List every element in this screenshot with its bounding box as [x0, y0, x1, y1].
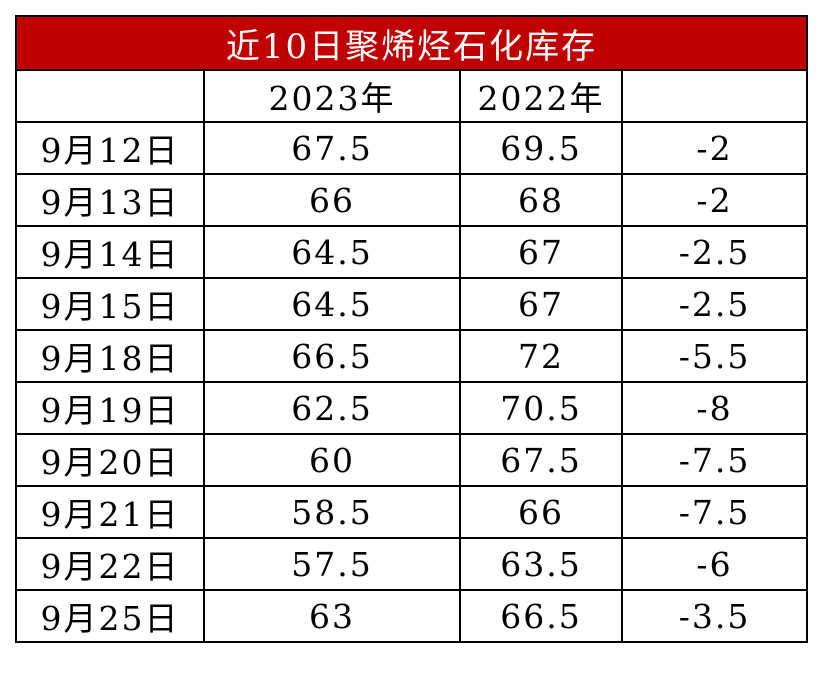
data-row: 9月20日 60 67.5 -7.5: [15, 433, 809, 487]
date-cell: 9月14日: [15, 225, 205, 279]
value-cell: 67: [459, 277, 623, 331]
data-row: 9月13日 66 68 -2: [15, 173, 809, 227]
date-cell: 9月12日: [15, 121, 205, 175]
value-cell: -5.5: [620, 329, 809, 383]
value-cell: -7.5: [620, 485, 809, 539]
value-cell: -7.5: [620, 433, 809, 487]
value-cell: 64.5: [203, 277, 461, 331]
header-row: 2023年 2022年: [15, 69, 809, 123]
value-cell: 64.5: [203, 225, 461, 279]
header-cell: 2022年: [459, 69, 623, 123]
value-cell: 67.5: [459, 433, 623, 487]
value-cell: 63: [203, 589, 461, 643]
value-cell: -8: [620, 381, 809, 435]
value-cell: 70.5: [459, 381, 623, 435]
date-cell: 9月18日: [15, 329, 205, 383]
date-cell: 9月22日: [15, 537, 205, 591]
value-cell: 66.5: [203, 329, 461, 383]
value-cell: -2: [620, 121, 809, 175]
value-cell: 60: [203, 433, 461, 487]
data-row: 9月14日 64.5 67 -2.5: [15, 225, 809, 279]
date-cell: 9月13日: [15, 173, 205, 227]
value-cell: 69.5: [459, 121, 623, 175]
date-cell: 9月15日: [15, 277, 205, 331]
value-cell: 67.5: [203, 121, 461, 175]
date-cell: 9月20日: [15, 433, 205, 487]
data-row: 9月15日 64.5 67 -2.5: [15, 277, 809, 331]
value-cell: -3.5: [620, 589, 809, 643]
data-row: 9月25日 63 66.5 -3.5: [15, 589, 809, 643]
value-cell: -2.5: [620, 225, 809, 279]
value-cell: 63.5: [459, 537, 623, 591]
value-cell: 66: [203, 173, 461, 227]
date-cell: 9月21日: [15, 485, 205, 539]
value-cell: 66.5: [459, 589, 623, 643]
header-cell: 2023年: [203, 69, 461, 123]
value-cell: -6: [620, 537, 809, 591]
inventory-table: 近10日聚烯烃石化库存 2023年 2022年 9月12日 67.5 69.5 -2 9…: [14, 15, 809, 643]
data-row: 9月19日 62.5 70.5 -8: [15, 381, 809, 435]
value-cell: 66: [459, 485, 623, 539]
date-cell: 9月25日: [15, 589, 205, 643]
header-cell: [620, 69, 809, 123]
table-title: 近10日聚烯烃石化库存: [14, 15, 809, 71]
value-cell: 72: [459, 329, 623, 383]
title-row: 近10日聚烯烃石化库存: [14, 15, 809, 71]
data-row: 9月21日 58.5 66 -7.5: [15, 485, 809, 539]
value-cell: 68: [459, 173, 623, 227]
value-cell: 58.5: [203, 485, 461, 539]
data-row: 9月18日 66.5 72 -5.5: [15, 329, 809, 383]
value-cell: -2: [620, 173, 809, 227]
header-cell: [15, 69, 205, 123]
value-cell: 57.5: [203, 537, 461, 591]
value-cell: 67: [459, 225, 623, 279]
date-cell: 9月19日: [15, 381, 205, 435]
data-row: 9月22日 57.5 63.5 -6: [15, 537, 809, 591]
value-cell: -2.5: [620, 277, 809, 331]
data-row: 9月12日 67.5 69.5 -2: [15, 121, 809, 175]
value-cell: 62.5: [203, 381, 461, 435]
